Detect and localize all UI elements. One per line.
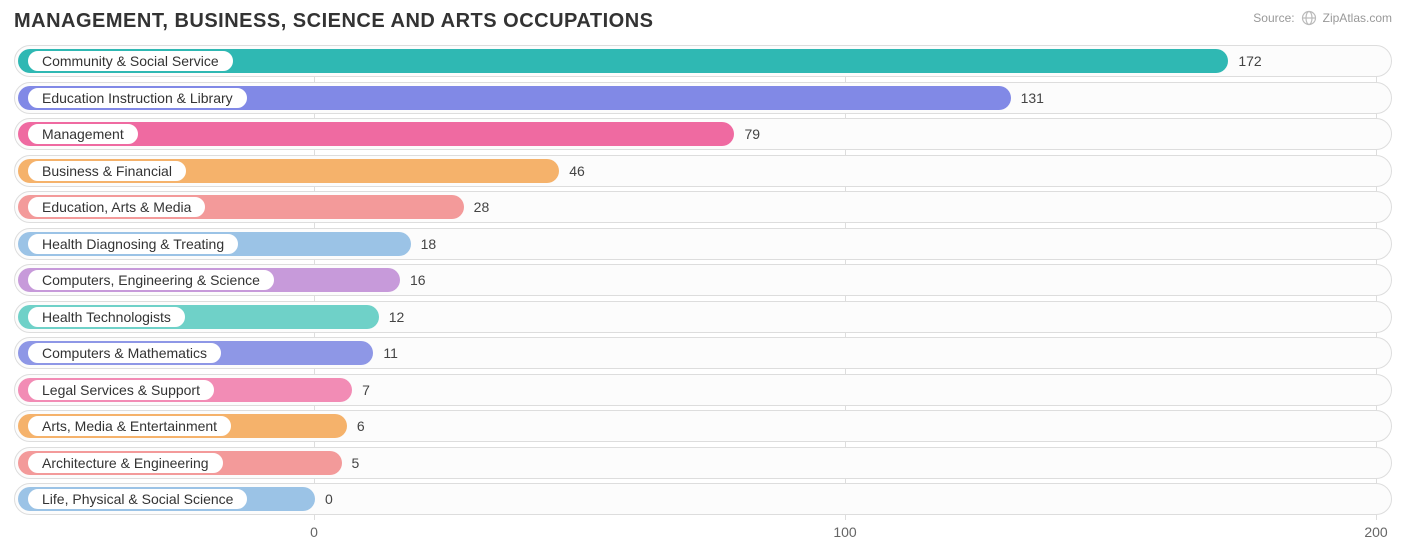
bar-label: Community & Social Service [42, 53, 219, 69]
bar-value: 5 [352, 448, 360, 478]
chart-plot-area: Community & Social Service 172 Education I… [14, 45, 1392, 550]
bar-label-pill: Education, Arts & Media [27, 196, 206, 218]
bar-value: 172 [1238, 46, 1261, 76]
bar-label: Life, Physical & Social Science [42, 491, 233, 507]
bar-label: Architecture & Engineering [42, 455, 209, 471]
bar-label: Legal Services & Support [42, 382, 200, 398]
bar-label: Education, Arts & Media [42, 199, 191, 215]
bar-row: Health Diagnosing & Treating 18 [14, 228, 1392, 260]
bar-label: Computers & Mathematics [42, 345, 207, 361]
bar-label-pill: Architecture & Engineering [27, 452, 224, 474]
bar-row: Architecture & Engineering 5 [14, 447, 1392, 479]
bar-value: 12 [389, 302, 405, 332]
bar-rows: Community & Social Service 172 Education I… [14, 45, 1392, 515]
bar-label-pill: Arts, Media & Entertainment [27, 415, 232, 437]
x-tick: 0 [310, 524, 318, 540]
bar-row: Business & Financial 46 [14, 155, 1392, 187]
bar-label-pill: Business & Financial [27, 160, 187, 182]
bar-value: 18 [421, 229, 437, 259]
bar-row: Legal Services & Support 7 [14, 374, 1392, 406]
bar-label: Management [42, 126, 124, 142]
bar-label-pill: Health Diagnosing & Treating [27, 233, 239, 255]
x-tick: 200 [1364, 524, 1387, 540]
x-axis: 0 100 200 [14, 520, 1392, 550]
bar-label-pill: Health Technologists [27, 306, 186, 328]
bar-label: Education Instruction & Library [42, 90, 233, 106]
bar-label-pill: Management [27, 123, 139, 145]
bar-value: 6 [357, 411, 365, 441]
bar-label: Computers, Engineering & Science [42, 272, 260, 288]
bar-value: 7 [362, 375, 370, 405]
bar-row: Education Instruction & Library 131 [14, 82, 1392, 114]
source-name: ZipAtlas.com [1323, 11, 1392, 25]
bar-label-pill: Education Instruction & Library [27, 87, 248, 109]
bar-row: Life, Physical & Social Science 0 [14, 483, 1392, 515]
bar-row: Management 79 [14, 118, 1392, 150]
x-tick: 100 [833, 524, 856, 540]
bar-label: Arts, Media & Entertainment [42, 418, 217, 434]
bar-row: Community & Social Service 172 [14, 45, 1392, 77]
bar-value: 28 [474, 192, 490, 222]
bar-row: Education, Arts & Media 28 [14, 191, 1392, 223]
bar-label-pill: Life, Physical & Social Science [27, 488, 248, 510]
bar-label-pill: Legal Services & Support [27, 379, 215, 401]
bar-row: Health Technologists 12 [14, 301, 1392, 333]
source-attribution: Source: ZipAtlas.com [1253, 10, 1392, 26]
bar-row: Computers & Mathematics 11 [14, 337, 1392, 369]
bar-label-pill: Computers & Mathematics [27, 342, 222, 364]
bar-row: Arts, Media & Entertainment 6 [14, 410, 1392, 442]
bar-value: 11 [383, 338, 398, 368]
bar-row: Computers, Engineering & Science 16 [14, 264, 1392, 296]
bar-value: 16 [410, 265, 426, 295]
source-label: Source: [1253, 11, 1294, 25]
bar-value: 0 [325, 484, 333, 514]
bar-label: Health Diagnosing & Treating [42, 236, 224, 252]
chart-header: MANAGEMENT, BUSINESS, SCIENCE AND ARTS O… [14, 10, 1392, 33]
globe-icon [1301, 10, 1317, 26]
bar-value: 79 [744, 119, 760, 149]
bar-label-pill: Community & Social Service [27, 50, 234, 72]
bar-label-pill: Computers, Engineering & Science [27, 269, 275, 291]
bar-value: 46 [569, 156, 585, 186]
chart-title: MANAGEMENT, BUSINESS, SCIENCE AND ARTS O… [14, 10, 653, 33]
bar-label: Health Technologists [42, 309, 171, 325]
bar-label: Business & Financial [42, 163, 172, 179]
bar-value: 131 [1021, 83, 1044, 113]
